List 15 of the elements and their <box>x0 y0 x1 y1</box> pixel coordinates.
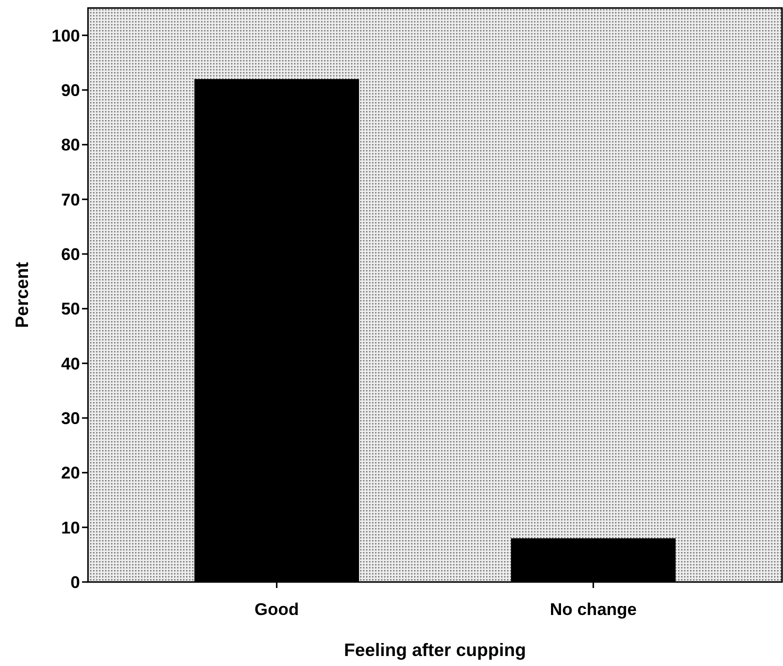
y-tick-label: 50 <box>61 300 80 319</box>
y-tick-label: 70 <box>61 190 80 210</box>
y-tick-label: 10 <box>61 518 80 538</box>
y-tick-label: 30 <box>61 408 80 428</box>
y-tick-label: 20 <box>61 464 80 483</box>
y-tick-label: 80 <box>61 136 80 155</box>
x-axis-title: Feeling after cupping <box>344 640 526 660</box>
y-tick-label: 0 <box>70 572 80 592</box>
y-tick-label: 90 <box>61 80 80 100</box>
y-tick-label: 100 <box>52 26 80 46</box>
y-tick-label: 40 <box>61 354 80 374</box>
x-tick-label: Good <box>254 600 299 619</box>
y-axis-title: Percent <box>12 262 32 328</box>
y-tick-label: 60 <box>61 244 80 264</box>
x-tick-label: No change <box>550 600 637 619</box>
